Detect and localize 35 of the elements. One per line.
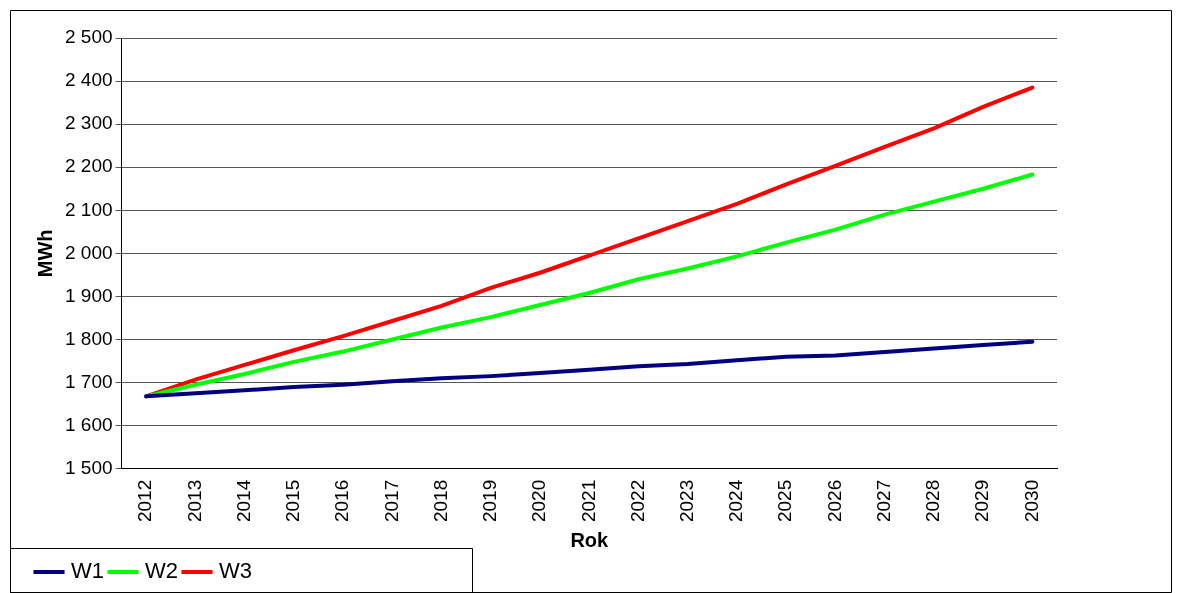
x-tick-label: 2020: [528, 479, 550, 523]
x-tick-label: 2025: [774, 479, 796, 523]
x-tick-label: 2016: [331, 479, 353, 523]
x-tick-label: 2029: [971, 479, 993, 523]
x-tick-label: 2015: [282, 479, 304, 523]
x-tick-label: 2012: [134, 479, 156, 523]
x-tick-label: 2017: [380, 479, 402, 523]
y-tick-label: 2 000: [65, 241, 113, 263]
y-tick-label: 2 500: [65, 26, 113, 48]
x-tick-label: 2027: [872, 479, 894, 523]
legend-label: W2: [145, 558, 178, 584]
x-tick-label: 2021: [577, 479, 599, 523]
y-axis-title: MWh: [33, 229, 56, 278]
y-tick-label: 1 700: [65, 370, 113, 392]
y-tick-label: 1 500: [65, 456, 113, 478]
x-tick-label: 2028: [922, 479, 944, 523]
x-tick-label: 2018: [429, 479, 451, 523]
x-tick-label: 2019: [479, 479, 501, 523]
x-tick-label: 2013: [183, 479, 205, 523]
y-tick-label: 2 200: [65, 155, 113, 177]
x-tick-label: 2023: [675, 479, 697, 523]
legend-label: W3: [219, 558, 252, 584]
y-tick-label: 1 600: [65, 413, 113, 435]
x-tick-label: 2026: [823, 479, 845, 523]
y-tick-label: 2 400: [65, 69, 113, 91]
y-tick-label: 2 300: [65, 112, 113, 134]
x-tick-label: 2014: [232, 479, 254, 523]
y-tick-label: 1 800: [65, 327, 113, 349]
x-axis-title: Rok: [570, 528, 610, 551]
x-tick-label: 2030: [1020, 479, 1042, 523]
legend-label: W1: [71, 558, 104, 584]
x-tick-label: 2024: [725, 479, 747, 523]
x-tick-label: 2022: [626, 479, 648, 523]
y-tick-label: 1 900: [65, 284, 113, 306]
y-tick-label: 2 100: [65, 198, 113, 220]
